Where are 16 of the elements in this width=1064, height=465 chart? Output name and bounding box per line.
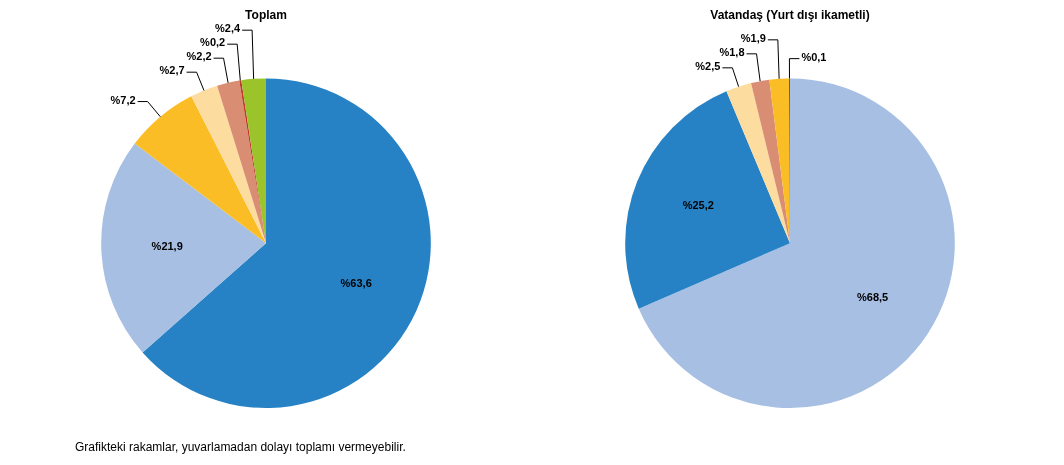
data-label: %63,6 [340,276,372,289]
data-label: %68,5 [857,290,889,303]
data-label: %25,2 [682,199,714,212]
data-label: %2,2 [186,50,212,63]
chart-title: Toplam [245,7,287,22]
data-label: %0,2 [200,36,226,49]
data-label: %2,5 [695,59,721,72]
data-label: %1,9 [740,31,766,44]
text: Grafikteki rakamlar, yuvarlamadan dolayı toplamı vermeyebilir. [75,440,406,454]
data-label: %21,9 [151,239,183,252]
data-label: %0,1 [801,50,827,63]
data-label: %2,4 [215,22,241,35]
data-label: %7,2 [110,93,136,106]
data-label: %2,7 [159,64,185,77]
data-label: %1,8 [719,45,745,58]
chart-title: Vatandaş (Yurt dışı ikametli) [710,7,870,22]
